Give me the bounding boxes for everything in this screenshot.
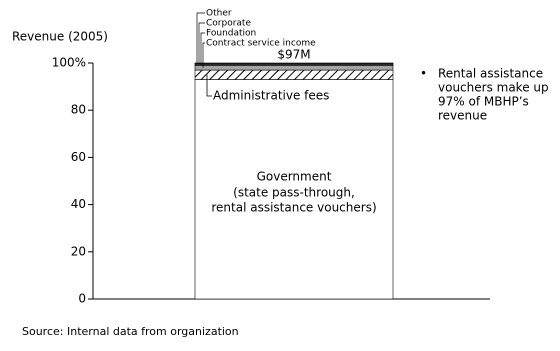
bar-segment	[194, 79, 394, 300]
segment-label: Administrative fees	[213, 89, 329, 103]
bar-segment	[194, 65, 394, 71]
segment-label: (state pass-through,	[233, 186, 355, 200]
annotation: Rental assistance	[438, 67, 543, 81]
bullet: •	[420, 67, 427, 81]
segment-label: Corporate	[206, 19, 251, 29]
y-tick-label: 80	[71, 103, 86, 117]
y-tick-label: 20	[71, 244, 86, 258]
y-tick-label: 60	[71, 150, 86, 164]
leader-line	[206, 74, 212, 97]
leader-line	[198, 22, 205, 65]
segment-label: Other	[206, 9, 232, 19]
y-tick-label: 0	[78, 292, 86, 306]
source: Source: Internal data from organization	[22, 325, 239, 338]
annotation: 97% of MBHP’s	[438, 95, 529, 109]
segment-label: Contract service income	[206, 39, 316, 49]
segment-label: rental assistance vouchers)	[211, 201, 376, 215]
y-tick-label: 100%	[52, 56, 86, 70]
y-tick-label: 40	[71, 197, 86, 211]
leader-line	[196, 12, 205, 64]
annotation: vouchers make up	[438, 81, 549, 95]
total-label: $97M	[277, 48, 310, 62]
annotation: revenue	[438, 109, 487, 123]
y-axis-label: Revenue (2005)	[12, 30, 108, 44]
segment-label: Government	[257, 170, 332, 184]
bar-segment	[194, 69, 394, 80]
leader-line	[200, 32, 205, 65]
segment-label: Foundation	[206, 29, 256, 39]
leader-line	[202, 42, 205, 68]
bar-segment	[194, 62, 394, 65]
